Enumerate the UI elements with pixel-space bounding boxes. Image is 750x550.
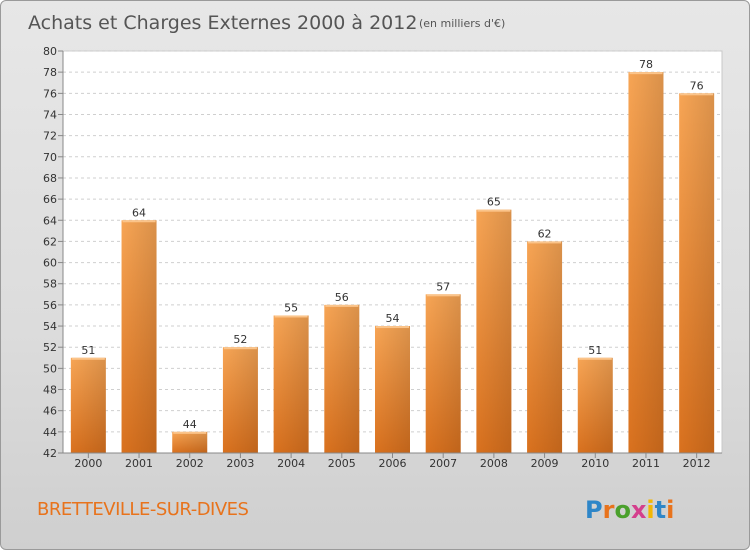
data-label: 55 [284,301,298,314]
bar-highlight [274,315,308,318]
x-tick-label: 2000 [74,457,102,470]
y-tick-label: 54 [43,320,57,333]
bar-highlight [71,357,105,360]
bars: 51 64 44 52 55 56 54 57 65 62 51 78 76 [70,58,715,453]
bar-shade [679,93,715,453]
bar-highlight [376,326,409,329]
x-tick-label: 2001 [125,457,153,470]
bar-highlight [173,431,207,434]
x-tick-label: 2010 [581,457,609,470]
y-tick-label: 76 [43,87,57,100]
bar-shade [70,357,106,453]
x-tick-label: 2011 [632,457,660,470]
y-tick-label: 80 [43,45,57,58]
logo-letter: x [631,496,647,524]
y-tick-label: 42 [43,447,57,460]
bar-shade [527,241,563,453]
bar-shade [425,294,461,453]
y-tick-label: 44 [43,426,57,439]
bar-shade [121,220,157,453]
x-tick-label: 2004 [277,457,305,470]
bar-shade [375,326,410,453]
chart-title: Achats et Charges Externes 2000 à 2012 (… [28,12,505,34]
data-label: 52 [233,333,247,346]
data-label: 51 [588,344,602,357]
x-axis: 2000 2001 2002 2003 2004 2005 2006 2007 2008 2009… [63,452,722,470]
data-label: 54 [386,312,400,325]
logo-letter: P [585,496,603,524]
proxiti-logo-text: Proxiti [585,496,674,524]
x-tick-label: 2008 [480,457,508,470]
y-tick-label: 56 [43,299,57,312]
y-tick-label: 48 [43,384,57,397]
bar-shade [476,209,512,453]
y-tick-label: 68 [43,172,57,185]
data-label: 44 [183,418,197,431]
x-tick-label: 2007 [429,457,457,470]
chart-title-text: Achats et Charges Externes 2000 à 2012 [28,12,417,34]
y-axis: 42 44 46 48 50 52 54 56 58 60 62 64 66 68 70 72 74 76 78 80 [43,45,64,460]
y-tick-label: 66 [43,193,57,206]
data-label: 64 [132,206,146,219]
bar-shade [628,72,664,453]
x-tick-label: 2003 [226,457,254,470]
bar-highlight [426,294,460,297]
y-tick-label: 72 [43,130,57,143]
y-tick-label: 50 [43,362,57,375]
logo-letter: o [614,496,631,524]
bar-highlight [578,357,612,360]
y-tick-label: 62 [43,235,57,248]
bar-shade [324,304,360,453]
logo-letter: t [655,496,666,524]
data-label: 78 [639,58,653,71]
place-name: BRETTEVILLE-SUR-DIVES [37,499,249,520]
y-tick-label: 74 [43,108,57,121]
y-tick-label: 58 [43,278,57,291]
y-tick-label: 60 [43,257,57,270]
x-tick-label: 2006 [379,457,407,470]
y-tick-label: 64 [43,214,57,227]
bar-highlight [325,304,359,307]
x-tick-label: 2005 [328,457,356,470]
x-tick-label: 2002 [176,457,204,470]
proxiti-logo: Proxiti [585,496,674,524]
bar-highlight [122,220,156,223]
logo-letter: r [603,496,615,524]
data-label: 57 [436,280,450,293]
bar-shade [172,431,208,453]
bar-highlight [629,72,663,75]
bar-shade [222,347,258,453]
data-label: 76 [690,79,704,92]
bar-highlight [223,347,257,350]
bar-shade [273,315,309,453]
y-tick-label: 70 [43,151,57,164]
logo-letter: i [666,496,674,524]
x-tick-label: 2009 [531,457,559,470]
bar-highlight [680,93,714,96]
data-label: 56 [335,291,349,304]
data-label: 51 [81,344,95,357]
y-tick-label: 46 [43,405,57,418]
bar-shade [577,357,613,453]
chart-subtitle-text: (en milliers d'€) [419,17,505,30]
bar-highlight [528,241,562,244]
x-tick-label: 2012 [683,457,711,470]
y-tick-label: 78 [43,66,57,79]
bar-highlight [477,209,511,212]
data-label: 62 [538,227,552,240]
logo-letter: i [646,496,654,524]
y-tick-label: 52 [43,341,57,354]
data-label: 65 [487,196,501,209]
